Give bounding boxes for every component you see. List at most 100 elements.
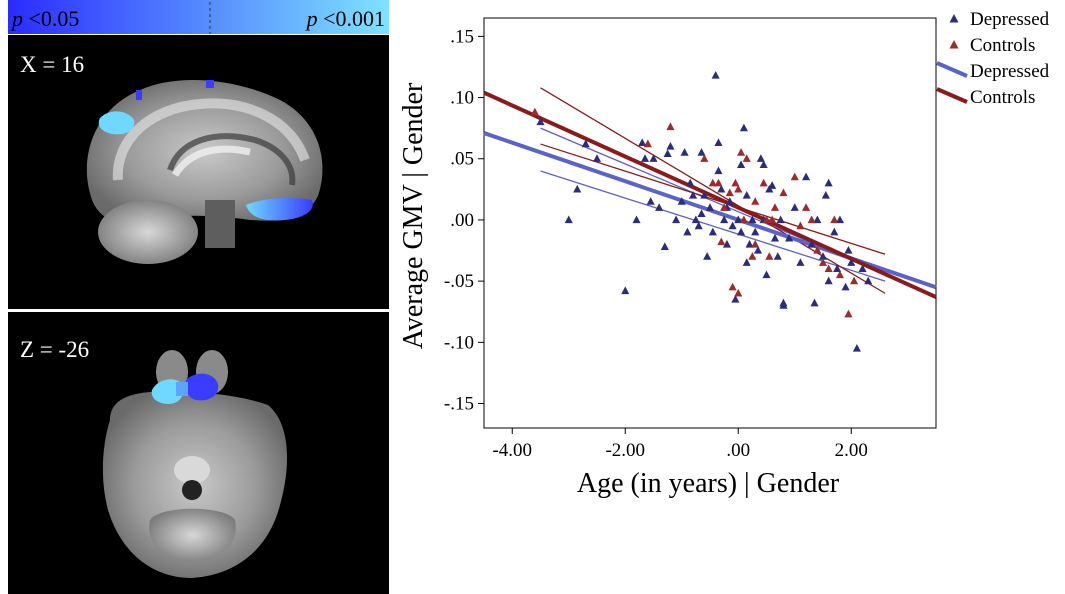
panel-divider xyxy=(8,309,389,312)
point-depressed xyxy=(830,227,839,236)
cluster-small-1 xyxy=(136,90,142,100)
point-depressed xyxy=(686,178,695,187)
point-depressed xyxy=(720,215,729,224)
x-tick-label: -2.00 xyxy=(605,440,645,461)
point-depressed xyxy=(666,142,675,150)
point-controls xyxy=(739,215,748,224)
point-controls xyxy=(734,184,743,193)
point-depressed xyxy=(818,252,828,260)
point-depressed xyxy=(734,215,743,224)
point-controls xyxy=(643,139,652,148)
point-depressed xyxy=(770,233,780,242)
cluster-axial-left xyxy=(151,379,184,404)
point-controls xyxy=(717,237,726,246)
legend-controls-line-label: Controls xyxy=(970,87,1035,108)
point-depressed xyxy=(677,197,686,205)
point-controls xyxy=(850,276,859,285)
confidence-line-controls xyxy=(540,87,886,294)
point-controls xyxy=(759,178,768,187)
x-axis-ticks: -4.00 -2.00 .00 2.00 xyxy=(492,428,868,461)
point-depressed xyxy=(742,190,751,199)
point-depressed xyxy=(748,215,757,224)
point-controls xyxy=(700,154,709,162)
confidence-line-depressed xyxy=(540,170,886,282)
point-depressed xyxy=(810,298,819,307)
point-depressed xyxy=(824,178,833,187)
point-depressed xyxy=(680,148,689,156)
sagittal-slice-label: X = 16 xyxy=(20,52,84,77)
point-controls xyxy=(765,252,774,260)
point-depressed xyxy=(649,154,658,162)
point-controls xyxy=(779,188,788,197)
cluster-small-2 xyxy=(206,80,214,88)
colorbar-gradient xyxy=(8,0,389,34)
point-controls xyxy=(742,154,751,162)
point-controls xyxy=(835,270,844,279)
point-depressed xyxy=(821,190,830,199)
point-depressed xyxy=(697,148,706,156)
point-depressed xyxy=(573,184,582,193)
brain-figure-panel: p <0.05 p <0.001 X = 16 Z = -26 xyxy=(8,0,389,594)
y-tick-label: .00 xyxy=(450,210,474,231)
y-tick-label: .05 xyxy=(450,149,474,170)
point-depressed xyxy=(762,270,771,279)
x-tick-label: 2.00 xyxy=(835,440,868,461)
point-controls xyxy=(802,203,811,211)
point-depressed xyxy=(691,215,700,224)
point-depressed xyxy=(813,215,822,224)
point-depressed xyxy=(592,154,602,162)
point-depressed xyxy=(640,154,650,162)
cluster-axial-right xyxy=(185,373,219,401)
point-depressed xyxy=(844,246,853,254)
point-depressed xyxy=(672,215,681,224)
point-depressed xyxy=(581,139,590,148)
point-depressed xyxy=(790,203,799,211)
point-controls xyxy=(708,178,717,187)
point-depressed xyxy=(802,172,811,181)
colorbar: p <0.05 p <0.001 xyxy=(8,0,389,34)
point-depressed xyxy=(751,227,760,236)
point-depressed xyxy=(852,343,861,352)
cerebellum-shape xyxy=(98,200,198,264)
point-depressed xyxy=(824,276,833,285)
point-depressed xyxy=(722,239,731,248)
point-controls xyxy=(734,288,743,297)
point-depressed xyxy=(745,239,754,248)
point-controls xyxy=(737,148,746,156)
point-depressed xyxy=(638,138,647,146)
y-tick-label: -.15 xyxy=(444,394,474,415)
point-depressed xyxy=(697,209,706,217)
legend-controls-marker xyxy=(949,40,959,49)
y-tick-label: .10 xyxy=(450,88,474,109)
brain-sagittal-slice: X = 16 xyxy=(8,35,389,309)
point-depressed xyxy=(711,71,720,79)
colorbar-high-label: p <0.001 xyxy=(305,6,385,31)
confidence-line-controls xyxy=(540,143,886,255)
point-depressed xyxy=(708,227,717,236)
legend-item-controls-line: Controls xyxy=(936,87,1035,108)
point-depressed xyxy=(737,227,746,236)
point-depressed xyxy=(725,197,734,205)
point-depressed xyxy=(700,190,709,199)
x-tick-label: -4.00 xyxy=(492,440,532,461)
legend-depressed-line-label: Depressed xyxy=(970,61,1050,82)
legend: Depressed Controls Depressed Controls xyxy=(936,9,1050,108)
legend-item-controls-points: Controls xyxy=(949,35,1035,56)
y-tick-label: -.10 xyxy=(444,332,474,353)
point-depressed xyxy=(717,184,726,193)
point-depressed xyxy=(835,215,844,224)
point-controls xyxy=(807,215,816,224)
point-controls xyxy=(813,246,822,254)
point-controls xyxy=(768,215,777,224)
point-depressed xyxy=(796,258,805,266)
point-depressed xyxy=(660,242,669,251)
point-controls xyxy=(725,188,734,197)
point-depressed xyxy=(768,181,777,189)
point-depressed xyxy=(841,282,850,291)
point-depressed xyxy=(646,197,655,205)
point-depressed xyxy=(564,215,573,224)
point-controls xyxy=(666,122,675,131)
point-depressed xyxy=(689,190,698,199)
x-tick-label: .00 xyxy=(726,440,750,461)
point-depressed xyxy=(683,227,692,236)
